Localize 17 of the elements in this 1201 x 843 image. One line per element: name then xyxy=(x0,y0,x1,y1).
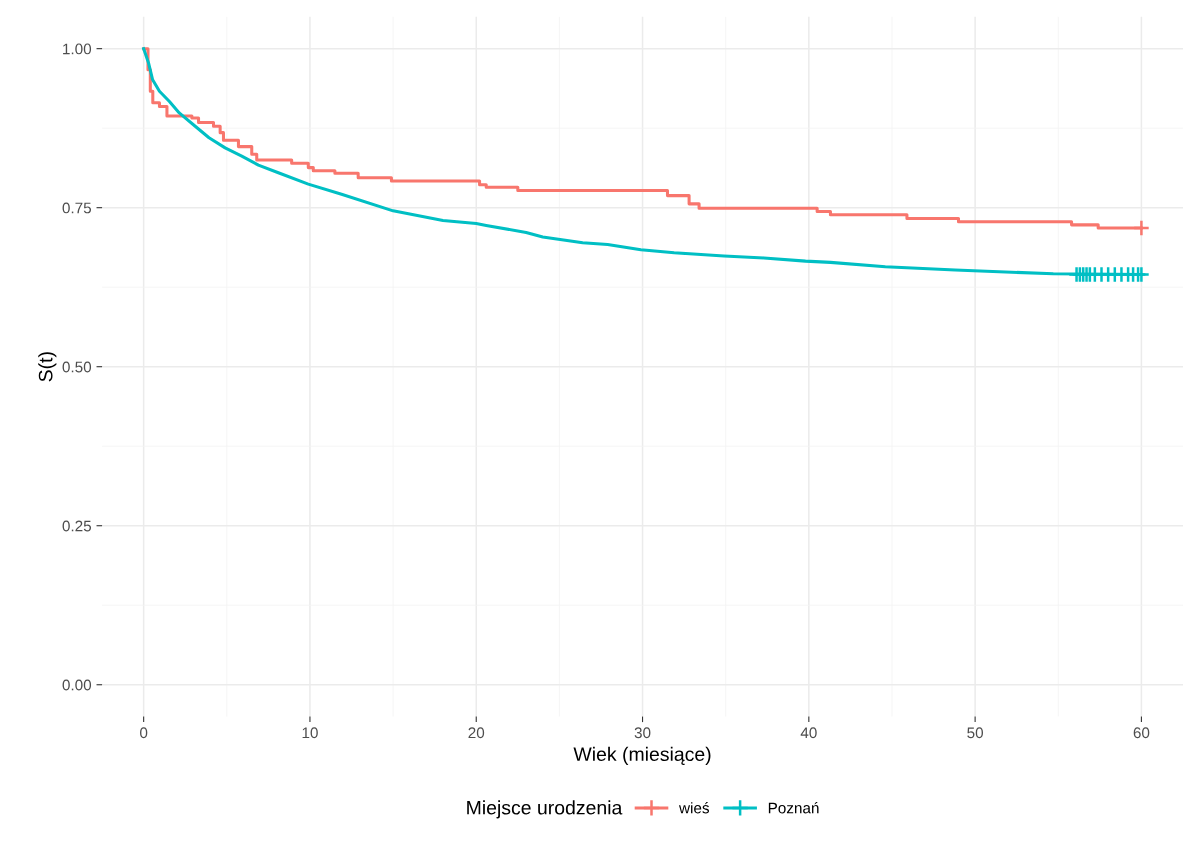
legend-label: Poznań xyxy=(768,802,819,814)
y-tick-label: 0.25 xyxy=(62,520,92,532)
legend-title: Miejsce urodzenia xyxy=(467,800,623,819)
x-tick-label: 30 xyxy=(634,727,651,739)
y-tick-label: 1.00 xyxy=(63,43,92,55)
legend-label: wieś xyxy=(678,802,710,814)
y-tick-label: 0.00 xyxy=(62,679,92,691)
x-tick-label: 20 xyxy=(468,727,485,739)
y-tick-label: 0.75 xyxy=(62,202,92,214)
y-tick-label: 0.50 xyxy=(62,361,92,373)
x-tick-label: 40 xyxy=(800,727,817,739)
y-axis-title: S(t) xyxy=(38,352,57,382)
x-axis-title: Wiek (miesiące) xyxy=(573,746,711,765)
x-tick-label: 0 xyxy=(140,727,148,739)
x-tick-label: 50 xyxy=(967,727,984,739)
x-tick-label: 60 xyxy=(1133,727,1150,739)
x-tick-label: 10 xyxy=(302,727,318,739)
